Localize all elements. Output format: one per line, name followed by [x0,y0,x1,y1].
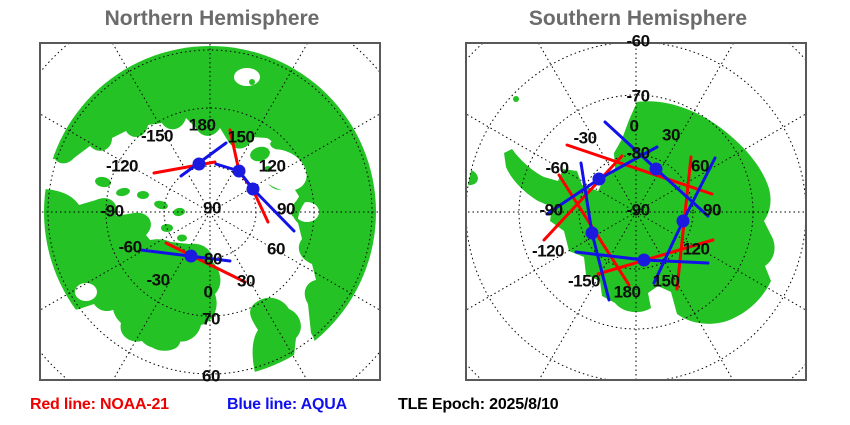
aqua-position-dot [585,226,599,240]
legend-tle-epoch: TLE Epoch: 2025/8/10 [398,396,559,413]
southern-hemisphere-plot: -60 -70 0 30 -30 -80 60 -60 -90 90 -90 120 -120 150 -1… [465,33,807,381]
legend-aqua: Blue line: AQUA [227,396,347,413]
aqua-position-dot [637,253,651,267]
northern-hemisphere-title: Northern Hemisphere [104,7,320,30]
aqua-position-dot [184,249,198,263]
sh-satellite-dots [585,162,690,267]
southern-hemisphere-map [467,44,805,379]
sh-landmass [467,96,775,324]
northern-hemisphere-map [41,44,379,379]
aqua-ground-track [214,162,296,233]
noaa21-ground-track [164,241,247,284]
aqua-position-dot [649,162,663,176]
noaa21-ground-track [596,238,715,276]
aqua-position-dot [246,182,260,196]
sh-graticule [467,44,805,379]
nh-graticule [41,44,379,379]
legend-noaa21: Red line: NOAA-21 [30,396,169,413]
noaa21-ground-track [542,154,624,242]
nh-landmass [44,46,376,378]
northern-hemisphere-plot: 180 -150 150 -120 120 -90 90 -60 60 -30 30 0 90 80 70 6… [39,42,381,385]
southern-hemisphere-title: Southern Hemisphere [528,7,748,30]
aqua-position-dot [232,164,246,178]
aqua-position-dot [676,214,690,228]
aqua-position-dot [592,172,606,186]
noaa21-ground-track [152,160,217,175]
nh-satellite-dots [184,157,260,263]
aqua-position-dot [192,157,206,171]
